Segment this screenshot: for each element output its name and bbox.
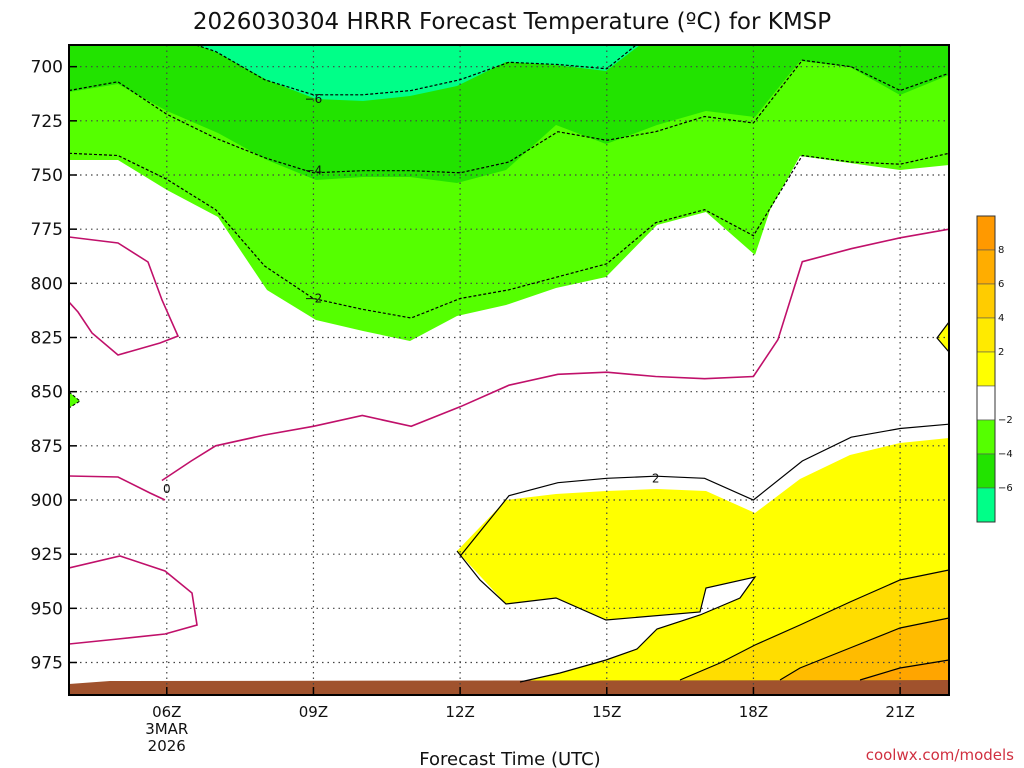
chart-title: 2026030304 HRRR Forecast Temperature (ºC… (193, 9, 831, 35)
colorbar-segment (976, 317, 996, 353)
colorbar-segment (976, 487, 996, 523)
x-tick-sublabel: 3MAR (145, 720, 188, 738)
grid-lines (69, 45, 949, 695)
isotherm-line (69, 152, 949, 319)
colorbar-label: −6 (998, 483, 1013, 494)
colorbar-segment (976, 419, 996, 455)
isotherm-line (195, 45, 637, 96)
colorbar-label: 4 (998, 313, 1004, 324)
colorbar-segment (976, 351, 996, 387)
isotherm-line (69, 59, 949, 174)
isotherm-plus6 (779, 617, 949, 681)
isotherm-lines (69, 45, 949, 683)
x-tick-label: 21Z (885, 703, 914, 721)
colorbar-label: −2 (998, 415, 1013, 426)
y-tick-label: 850 (31, 383, 63, 403)
isotherm-label: −6 (305, 92, 323, 106)
isotherm-label: −4 (305, 164, 323, 178)
y-tick-label: 925 (31, 545, 63, 565)
y-tick-label: 900 (31, 491, 63, 511)
isotherm-label: 2 (652, 471, 660, 485)
isotherm-plus2-right-edge (936, 321, 949, 353)
isotherm-zero-left-upper (69, 475, 166, 501)
colorbar-label: −4 (998, 449, 1013, 460)
isotherm-label: −2 (305, 292, 323, 306)
y-tick-label: 750 (31, 166, 63, 186)
fill-plus8 (860, 660, 949, 680)
y-tick-label: 825 (31, 329, 63, 349)
colorbar-segment (976, 453, 996, 489)
isotherm-plus2-lower (456, 550, 757, 683)
x-tick-label: 15Z (592, 703, 621, 721)
colorbar-label: 6 (998, 279, 1004, 290)
temperature-fills (69, 45, 949, 695)
ground-fill (69, 680, 949, 695)
isotherm-zero-lower-loop (69, 555, 198, 645)
y-tick-label: 950 (31, 599, 63, 619)
x-tick-label: 12Z (445, 703, 474, 721)
colorbar: 8 6 4 2 −2 −4 −6 (976, 215, 1013, 523)
y-tick-label: 975 (31, 654, 63, 674)
isotherm-line (161, 228, 949, 482)
y-tick-label: 700 (31, 58, 63, 78)
isotherm-plus4 (679, 569, 949, 681)
y-axis-ticks: 700 725 750 775 800 825 850 875 900 925 950 975 (31, 58, 77, 674)
plot-area: −6 −4 −2 0 2 700 725 750 775 800 825 850 875 900 925 9… (31, 44, 950, 755)
fill-minus6 (197, 45, 640, 101)
colorbar-segment (976, 249, 996, 285)
isotherm-labels: −6 −4 −2 0 2 (163, 92, 660, 496)
colorbar-segment (976, 385, 996, 421)
isotherm-label: 0 (163, 482, 171, 496)
colorbar-frame (976, 215, 996, 523)
y-tick-label: 775 (31, 220, 63, 240)
colorbar-label: 8 (998, 245, 1004, 256)
isotherm-minus2-left-edge (69, 391, 81, 409)
colorbar-label: 2 (998, 347, 1004, 358)
x-tick-label: 06Z (152, 703, 181, 721)
x-tick-label: 09Z (299, 703, 328, 721)
fill-plus6 (780, 618, 949, 680)
x-tick-label: 18Z (739, 703, 768, 721)
isotherm-plus8 (859, 659, 949, 681)
x-tick-sublabel: 2026 (148, 737, 186, 755)
fill-green-left-edge (69, 392, 80, 408)
y-tick-label: 725 (31, 112, 63, 132)
colorbar-segment (976, 215, 996, 251)
y-tick-label: 800 (31, 274, 63, 294)
y-tick-label: 875 (31, 437, 63, 457)
fill-plus2-right-edge (937, 322, 949, 352)
plot-frame (68, 44, 950, 696)
x-axis-label: Forecast Time (UTC) (419, 749, 600, 768)
isotherm-zero-left-loop (69, 236, 180, 356)
colorbar-segment (976, 283, 996, 319)
credit-text: coolwx.com/models (866, 746, 1014, 764)
isotherm-line (459, 423, 949, 557)
